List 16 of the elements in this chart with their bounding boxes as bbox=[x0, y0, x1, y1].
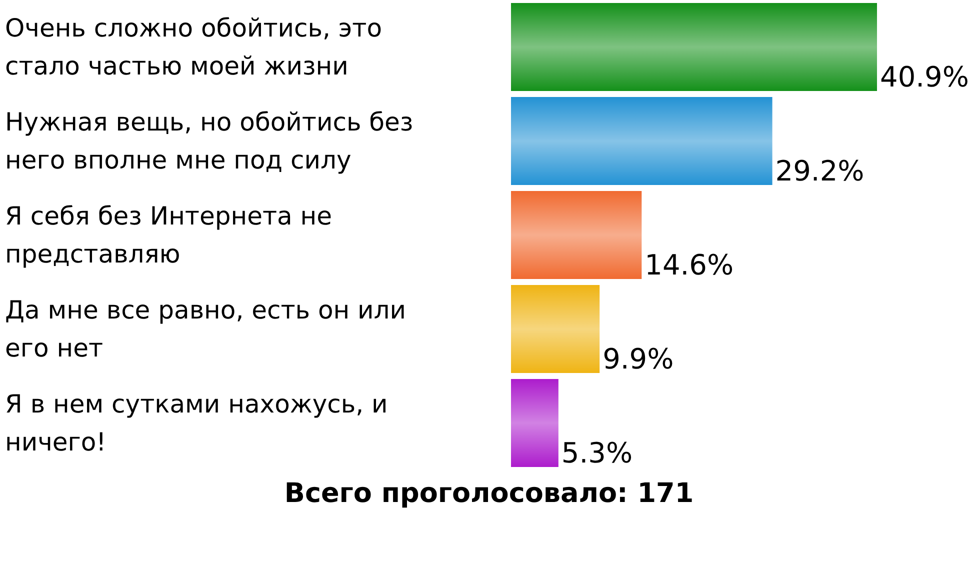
bar bbox=[511, 285, 600, 373]
y-tick-label: Да мне все равно, есть он или его нет bbox=[5, 296, 406, 362]
y-tick-label: Я в нем сутками нахожусь, и ничего! bbox=[5, 390, 388, 456]
bar bbox=[511, 3, 877, 91]
y-tick-label: Нужная вещь, но обойтись без него вполне мне под силу bbox=[5, 108, 414, 174]
text: Всего проголосовало: 171 bbox=[284, 478, 694, 509]
bar bbox=[511, 97, 772, 185]
data-label: 29.2% bbox=[775, 154, 864, 188]
bar bbox=[511, 379, 558, 467]
data-label: 5.3% bbox=[561, 436, 633, 470]
data-label: 40.9% bbox=[880, 60, 969, 94]
data-label: 9.9% bbox=[602, 342, 674, 376]
bar bbox=[511, 191, 642, 279]
y-tick-label: Очень сложно обойтись, это стало частью моей жизни bbox=[5, 14, 382, 80]
data-label: 14.6% bbox=[644, 248, 734, 282]
y-tick-label: Я себя без Интернета не представляю bbox=[5, 202, 332, 268]
